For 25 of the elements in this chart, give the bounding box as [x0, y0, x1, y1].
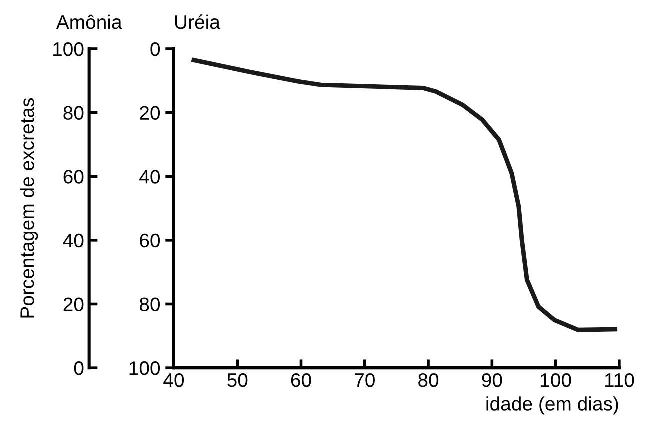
y2-tick-label: 60 — [140, 234, 160, 248]
line-series — [190, 58, 620, 332]
text: Uréia — [175, 14, 220, 30]
y2-tick-label: 40 — [140, 170, 160, 184]
y-tick-label: 0 — [74, 362, 84, 376]
y2-tick-label: 20 — [140, 106, 160, 120]
x-tick-label: 90 — [482, 373, 502, 388]
x-tick-label: 100 — [541, 373, 572, 388]
x-tick-label: 70 — [355, 373, 375, 388]
text: Amônia — [56, 14, 122, 30]
y-tick-label: 80 — [64, 106, 84, 120]
y-tick-label: 100 — [54, 42, 84, 56]
x-tick-label: 110 — [605, 373, 634, 388]
y-tick-label: 20 — [64, 298, 84, 312]
y2-tick-label: 0 — [150, 42, 160, 56]
x-axis-title: idade (em dias) — [486, 396, 618, 415]
x-tick-label: 50 — [228, 373, 248, 388]
y-tick-label: 40 — [63, 234, 84, 248]
y2-tick-label: 80 — [140, 298, 160, 312]
x-tick-label: 40 — [164, 373, 184, 388]
y-tick-label: 60 — [64, 170, 84, 184]
y-axis-title: Porcentagem de excretas — [20, 98, 38, 318]
y2-tick-label: 100 — [130, 362, 160, 376]
x-tick-label: 60 — [291, 373, 312, 388]
x-tick-label: 80 — [418, 373, 439, 388]
